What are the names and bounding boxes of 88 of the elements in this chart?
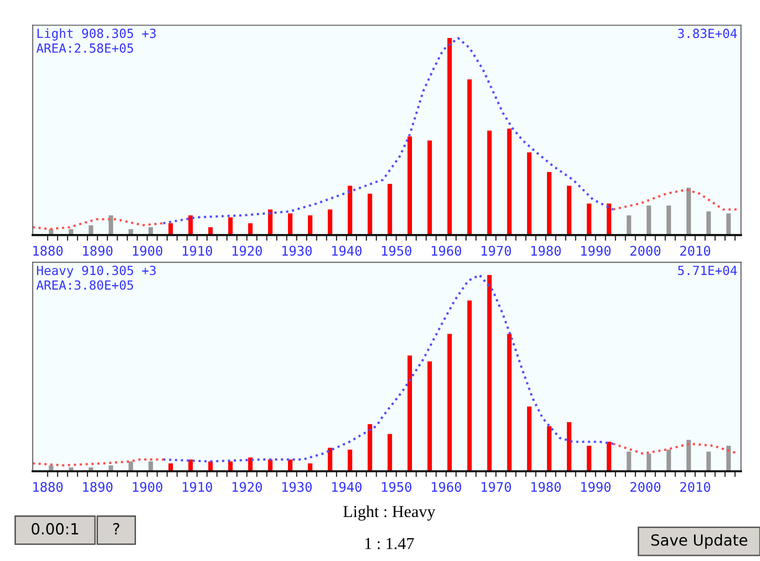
x-tick-label: 1960 xyxy=(432,482,462,492)
bar xyxy=(646,454,652,472)
bar xyxy=(726,446,731,472)
bar xyxy=(188,215,193,236)
bar xyxy=(527,152,532,236)
x-tick-label: 1910 xyxy=(182,482,212,492)
bar xyxy=(487,275,492,472)
bar xyxy=(586,446,592,472)
bar xyxy=(666,206,672,236)
x-tick-label: 2000 xyxy=(630,246,660,256)
x-tick-label: 1960 xyxy=(432,246,462,256)
text: ? xyxy=(113,523,120,534)
bar xyxy=(348,450,352,472)
bar xyxy=(248,223,253,236)
x-tick-label: 1990 xyxy=(581,482,611,492)
bar xyxy=(706,452,711,472)
bar xyxy=(268,209,273,236)
bar xyxy=(566,186,572,236)
bar xyxy=(88,225,94,236)
bar xyxy=(408,136,412,236)
bar xyxy=(408,355,412,472)
bar xyxy=(467,79,472,236)
x-tick-label: 2010 xyxy=(680,482,710,492)
bar xyxy=(168,223,173,236)
bar xyxy=(368,194,372,236)
x-tick-label: 1910 xyxy=(182,246,212,256)
x-tick-label: 1950 xyxy=(382,482,412,492)
bar xyxy=(646,206,652,236)
text: Save Update xyxy=(651,534,748,549)
x-tick-label: 1990 xyxy=(581,246,611,256)
bar xyxy=(527,406,532,472)
annotation: AREA:3.80E+05 xyxy=(36,280,134,290)
bar xyxy=(507,334,512,472)
bar xyxy=(427,140,432,236)
x-tick-label: 1900 xyxy=(132,246,162,256)
bar xyxy=(368,424,372,472)
x-tick-label: 1920 xyxy=(232,246,262,256)
x-tick-label: 1900 xyxy=(132,482,162,492)
bar xyxy=(507,128,512,236)
x-tick-label: 1880 xyxy=(33,246,63,256)
bar xyxy=(666,450,672,472)
bar xyxy=(108,215,114,236)
bar xyxy=(686,188,691,236)
bar xyxy=(626,452,632,472)
bar xyxy=(328,209,332,236)
annotation: 5.71E+04 xyxy=(678,266,737,276)
x-tick-label: 2000 xyxy=(630,482,660,492)
annotation: 3.83E+04 xyxy=(678,28,737,38)
bar xyxy=(686,440,691,472)
bar xyxy=(427,361,432,472)
bar xyxy=(388,184,392,236)
x-tick-label: 1940 xyxy=(332,246,362,256)
bar xyxy=(328,448,332,472)
annotation: Light 908.305 +3 xyxy=(38,28,156,41)
bar xyxy=(348,186,352,236)
text: 0.00:1 xyxy=(32,523,78,535)
bar xyxy=(308,215,312,236)
bar xyxy=(726,213,731,236)
bar xyxy=(566,422,572,472)
bar xyxy=(447,334,452,472)
bar xyxy=(586,204,592,236)
x-tick-label: 1980 xyxy=(531,246,561,256)
annotation: Heavy 910.305 +3 xyxy=(37,266,156,278)
bar xyxy=(288,213,292,236)
bar xyxy=(447,38,452,236)
x-tick-label: 1890 xyxy=(83,246,112,256)
bar xyxy=(388,434,392,472)
text: 1 : 1.47 xyxy=(365,538,414,550)
x-tick-label: 2010 xyxy=(680,246,710,256)
x-tick-label: 1970 xyxy=(482,246,511,256)
bar xyxy=(706,211,711,236)
x-tick-label: 1970 xyxy=(482,482,511,492)
x-tick-label: 1980 xyxy=(531,482,561,492)
x-tick-label: 1880 xyxy=(33,482,63,492)
x-tick-label: 1890 xyxy=(83,482,112,492)
x-tick-label: 1940 xyxy=(332,482,362,492)
x-tick-label: 1930 xyxy=(282,246,312,256)
text: Light : Heavy xyxy=(343,505,436,521)
x-tick-label: 1930 xyxy=(282,482,312,492)
bar xyxy=(487,130,492,236)
bar xyxy=(546,172,552,236)
bar xyxy=(467,300,472,472)
bar xyxy=(626,215,632,236)
bar xyxy=(546,426,552,472)
bar xyxy=(228,217,233,236)
x-tick-label: 1920 xyxy=(232,482,262,492)
annotation: AREA:2.58E+05 xyxy=(36,43,134,53)
x-tick-label: 1950 xyxy=(382,246,412,256)
